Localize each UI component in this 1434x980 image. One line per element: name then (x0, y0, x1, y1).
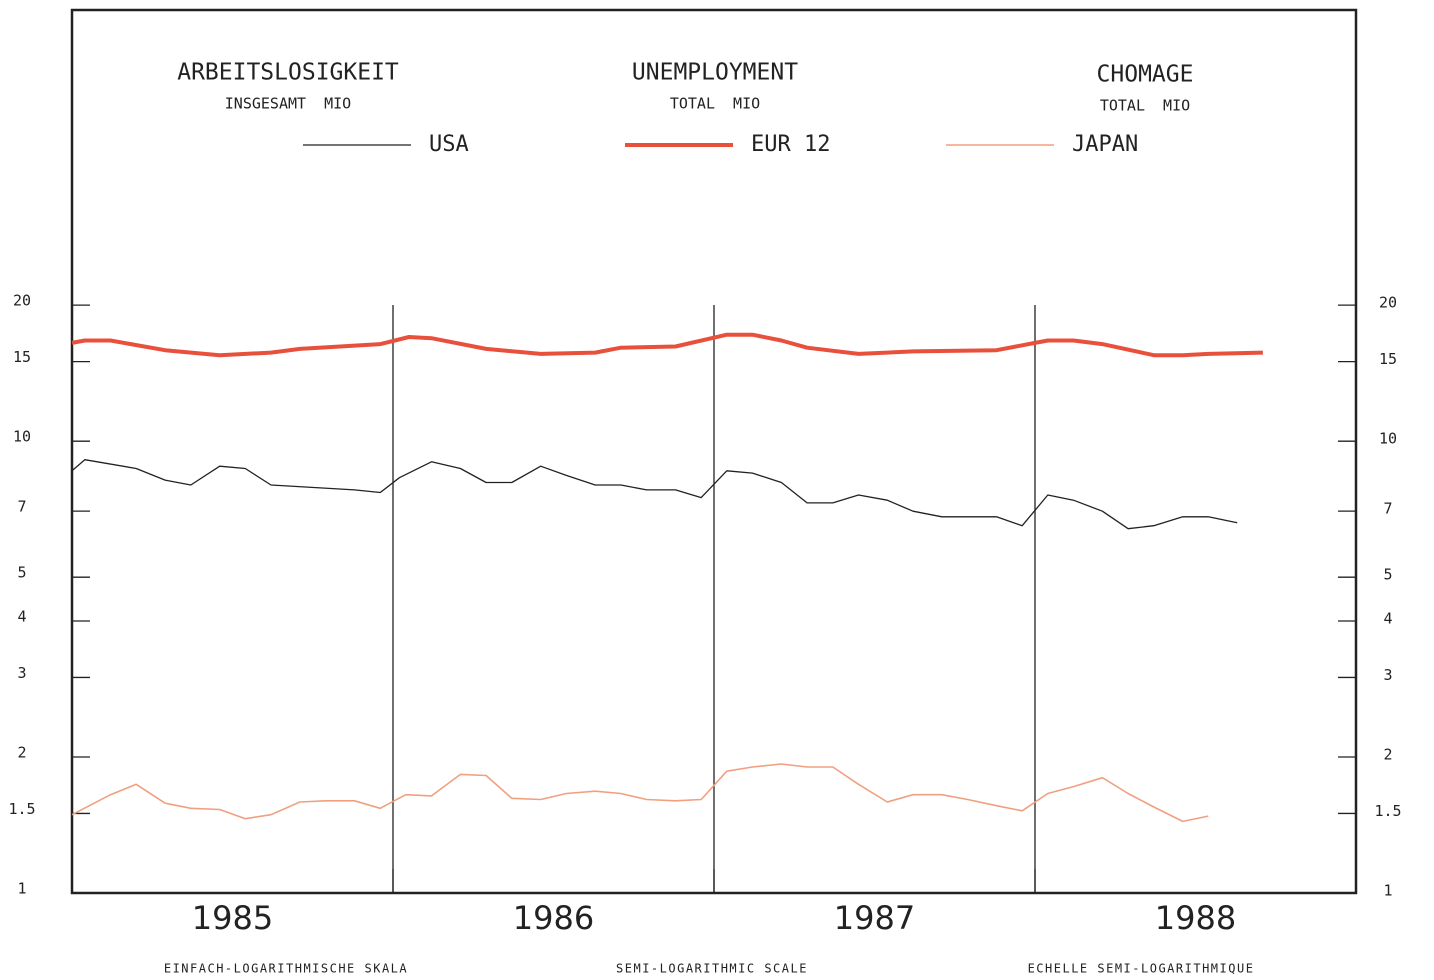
y-tick-label: 20 (13, 292, 31, 310)
x-tick-label: 1986 (513, 899, 594, 937)
y-tick-label: 10 (13, 428, 31, 446)
x-tick-label: 1988 (1155, 899, 1236, 937)
y-tick-label: 1.5 (8, 800, 35, 818)
legend-label: EUR 12 (751, 132, 830, 157)
y2-tick-label: 2 (1383, 745, 1392, 763)
y2-tick-label: 15 (1379, 350, 1397, 368)
footer-note: ECHELLE SEMI-LOGARITHMIQUE (1028, 962, 1255, 976)
y2-tick-label: 1.5 (1374, 802, 1401, 820)
y2-tick-label: 5 (1383, 566, 1392, 584)
y-tick-label: 15 (13, 348, 31, 366)
heading: CHOMAGE (1097, 62, 1194, 88)
heading: UNEMPLOYMENT (632, 60, 798, 86)
series-line (71, 332, 1263, 358)
footer-note: EINFACH-LOGARITHMISCHE SKALA (164, 962, 408, 976)
y-tick-label: 1 (17, 880, 26, 898)
y2-tick-label: 20 (1379, 294, 1397, 312)
y-tick-label: 7 (17, 498, 26, 516)
series-line (71, 459, 1238, 530)
y2-tick-label: 3 (1383, 666, 1392, 684)
y2-tick-label: 4 (1383, 609, 1392, 627)
subheading: TOTAL MIO (1100, 97, 1190, 115)
series-line (71, 763, 1209, 823)
subheading: TOTAL MIO (670, 95, 760, 113)
legend-label: USA (429, 132, 469, 157)
x-tick-label: 1987 (834, 899, 915, 937)
y2-tick-label: 1 (1383, 882, 1392, 900)
footer-note: SEMI-LOGARITHMIC SCALE (616, 962, 808, 976)
x-tick-label: 1985 (192, 899, 273, 937)
heading: ARBEITSLOSIGKEIT (177, 60, 399, 86)
y-tick-label: 3 (17, 664, 26, 682)
y-tick-label: 5 (17, 564, 26, 582)
y-tick-label: 2 (17, 743, 26, 761)
y2-tick-label: 7 (1383, 500, 1392, 518)
y-tick-label: 4 (17, 607, 26, 625)
legend-label: JAPAN (1072, 132, 1138, 157)
subheading: INSGESAMT MIO (225, 95, 351, 113)
y2-tick-label: 10 (1379, 430, 1397, 448)
